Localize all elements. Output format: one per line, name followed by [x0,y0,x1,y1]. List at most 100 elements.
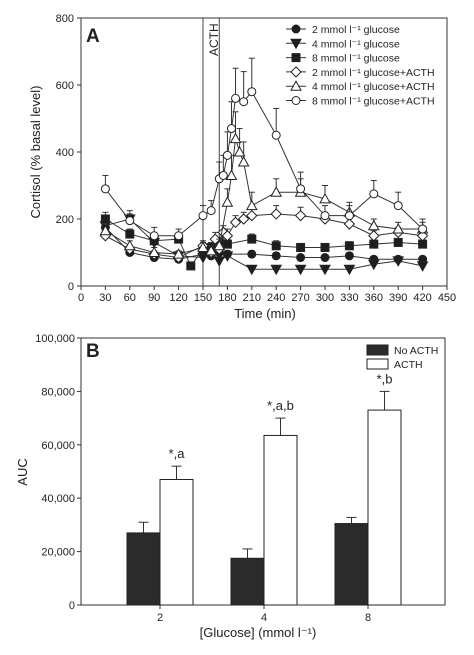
data-point [369,189,379,199]
bar-no-acth [230,557,265,606]
x-tick-label: 330 [340,292,358,304]
x-tick-label: 90 [148,292,160,304]
data-point [100,214,110,224]
panel-b-ylabel: AUC [15,458,30,485]
data-point [222,150,232,160]
data-point [237,213,250,225]
data-point [270,264,283,276]
data-point [296,184,306,194]
data-point [123,239,136,251]
data-point [320,211,330,221]
x-tick-label: 180 [218,292,236,304]
legend-entry: 4 mmol l⁻¹ glucose+ACTH [312,81,435,93]
data-point [186,261,196,271]
data-point [343,218,356,230]
legend-marker [291,24,301,34]
legend-marker [291,96,301,105]
series-4 [99,205,429,264]
panel-b-legend: No ACTH ACTH [366,344,438,371]
data-point [218,170,228,180]
bar-no-acth [334,523,369,606]
x-tick-label: 270 [291,292,309,304]
panel-a-ylabel: Cortisol (% basal level) [28,86,43,219]
panel-a: A Cortisol (% basal level) Time (min) AC… [28,13,456,321]
data-point [100,184,110,194]
series-line [105,138,423,255]
series-line [105,218,423,270]
data-point [246,209,258,222]
data-point [197,241,209,252]
data-point [229,216,242,229]
x-tick-label: 300 [316,292,334,304]
data-point [172,248,185,259]
data-point [149,231,159,241]
data-point [209,233,221,245]
series-6 [100,57,428,241]
data-point [213,256,226,267]
legend-marker [291,53,301,63]
y-tick-label: 0 [69,600,75,612]
x-tick-label: 60 [124,292,136,304]
data-point [393,201,403,211]
y-tick-label: 60,000 [41,440,75,452]
data-point [270,208,282,220]
x-tick-label: 360 [365,292,383,304]
data-point [221,230,234,242]
data-point [206,206,216,216]
y-tick-label: 20,000 [41,547,75,559]
x-tick-label: 390 [389,292,407,304]
series-line [105,227,423,260]
bar-acth [263,434,298,606]
y-tick-label: 0 [68,281,74,293]
legend-entry: 8 mmol l⁻¹ glucose+ACTH [312,96,435,108]
data-point [174,231,184,241]
y-tick-label: 800 [56,13,74,25]
panel-a-legend: 2 mmol l⁻¹ glucose 4 mmol l⁻¹ glucose 8 mm… [286,24,435,108]
data-point [198,211,208,221]
data-point [320,253,330,263]
data-point [270,186,283,197]
x-tick-label: 420 [413,292,431,304]
data-point [125,216,135,226]
x-tick-label: 0 [78,292,84,304]
category-label: 4 [261,612,267,624]
data-point [392,256,405,267]
panel-b: B AUC [Glucose] (mmol l⁻¹) 0 20,000 40,000… [15,333,446,640]
data-point [416,261,429,272]
data-point [320,242,330,252]
panel-a-xlabel: Time (min) [234,306,296,321]
legend-marker [290,80,302,91]
series-line [105,90,423,237]
legend-entry: 4 mmol l⁻¹ glucose [312,38,400,50]
data-point [271,130,281,140]
data-point [418,224,428,234]
panel-b-xlabel: [Glucose] (mmol l⁻¹) [200,625,317,640]
data-point [247,87,257,97]
y-tick-label: 200 [56,214,74,226]
panel-a-label: A [86,26,100,47]
data-point [367,219,380,231]
data-point [294,209,307,222]
data-point [205,244,217,256]
data-point [296,253,306,263]
data-point [319,264,331,276]
data-point [344,211,354,221]
data-point [296,242,306,252]
y-tick-label: 100,000 [35,333,75,345]
data-point [392,223,405,234]
data-point [125,229,135,239]
legend-entry: 2 mmol l⁻¹ glucose [312,24,400,36]
data-point [226,124,236,134]
data-point [271,251,281,261]
panel-a-axes: 0 30 60 90 120 150 180 210 240 270 300 330 360 390 420… [56,13,457,304]
legend-entry: 8 mmol l⁻¹ glucose [312,53,400,65]
legend-entry: ACTH [394,359,423,371]
legend-entry: No ACTH [394,345,438,357]
y-tick-label: 400 [56,147,74,159]
legend-marker [290,38,302,50]
bar-acth [159,479,194,606]
x-tick-label: 120 [169,292,187,304]
legend-entry: 2 mmol l⁻¹ glucose+ACTH [312,67,435,79]
category-label: 2 [157,612,163,624]
